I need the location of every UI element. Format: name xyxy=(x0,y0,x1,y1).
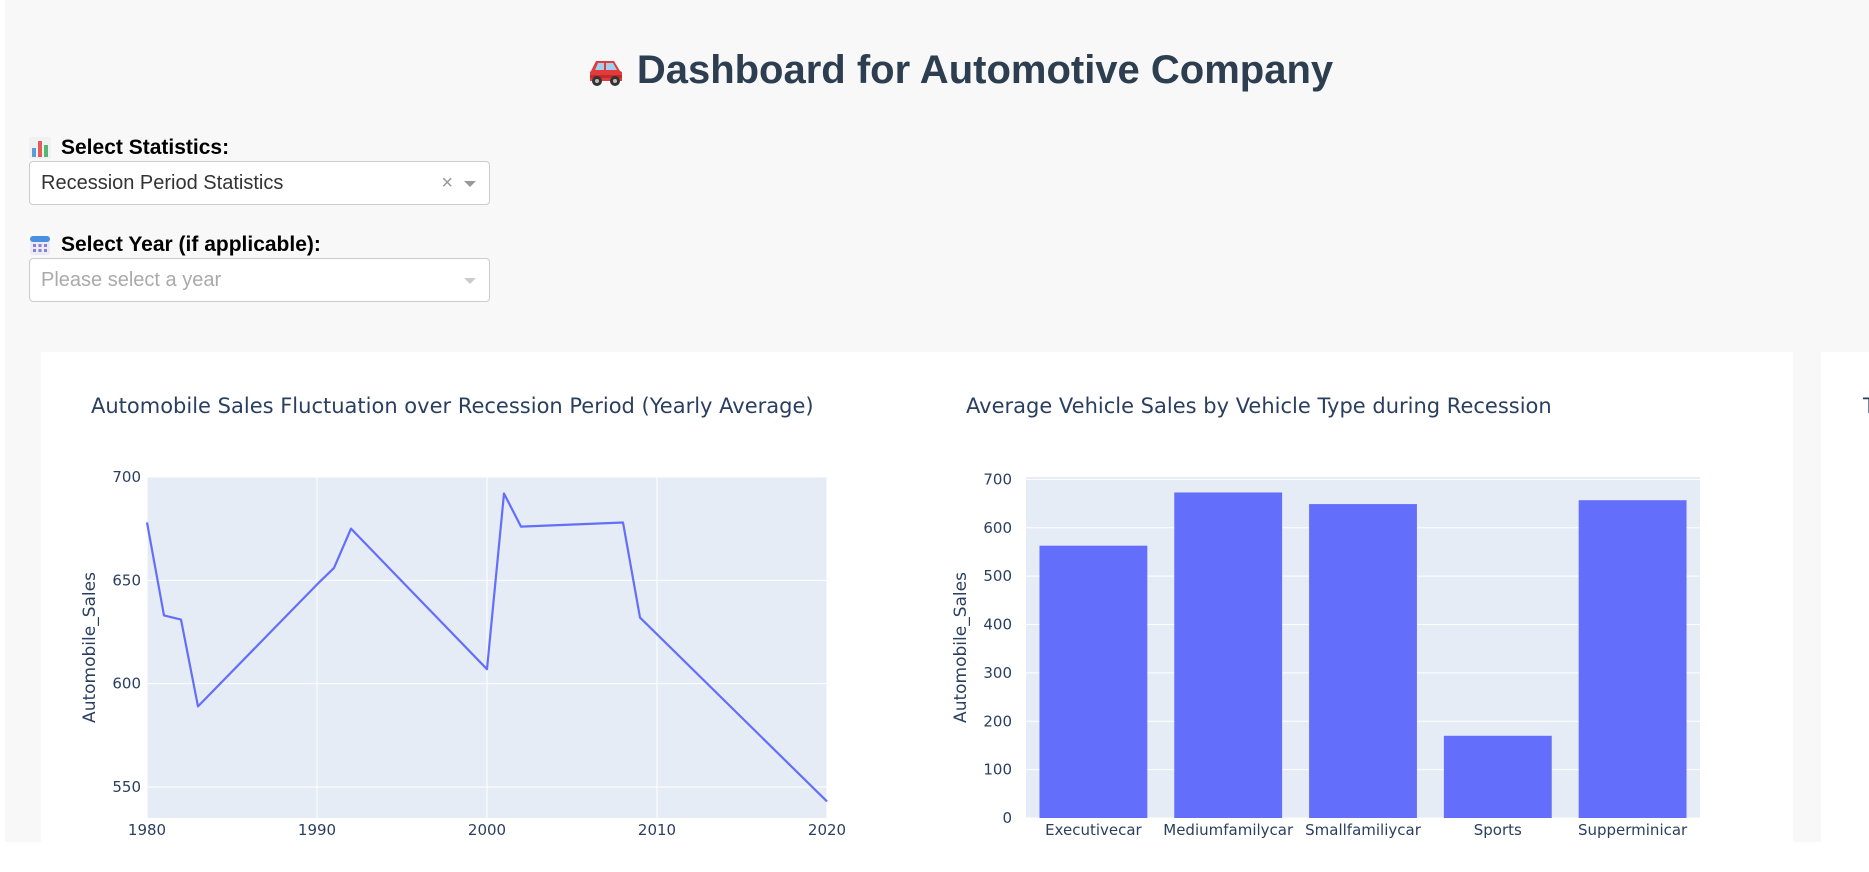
year-placeholder: Please select a year xyxy=(41,268,222,291)
bar xyxy=(1443,735,1552,818)
y-tick-label: 650 xyxy=(112,571,141,589)
x-tick-label: Smallfamiliycar xyxy=(1305,821,1422,839)
page-title-text: Dashboard for Automotive Company xyxy=(636,48,1334,92)
chevron-down-icon[interactable] xyxy=(464,181,476,187)
page-title: Dashboard for Automotive Company xyxy=(5,46,1869,98)
bar xyxy=(1578,500,1687,818)
x-tick-label: Sports xyxy=(1474,821,1522,839)
x-tick-label: Executivecar xyxy=(1045,821,1142,839)
x-tick-label: Mediumfamilycar xyxy=(1163,821,1294,839)
car-icon xyxy=(587,50,625,98)
y-tick-label: 500 xyxy=(983,567,1012,585)
line-chart-title: Automobile Sales Fluctuation over Recess… xyxy=(91,394,814,418)
calendar-icon xyxy=(29,234,51,256)
third-chart-card: T xyxy=(1821,352,1869,872)
year-label-text: Select Year (if applicable): xyxy=(61,233,321,256)
year-dropdown[interactable]: Please select a year xyxy=(29,258,490,302)
charts-card: Automobile Sales Fluctuation over Recess… xyxy=(41,352,1793,872)
x-tick-label: 1980 xyxy=(128,821,166,839)
chevron-down-icon[interactable] xyxy=(464,278,476,284)
statistics-label-text: Select Statistics: xyxy=(61,136,230,159)
y-axis-title: Automobile_Sales xyxy=(80,572,100,723)
dashboard-app: Dashboard for Automotive Company Select … xyxy=(5,0,1869,872)
line-chart: 550 600 650 700 1980 1990 2000 2010 2020 Automobi… xyxy=(80,468,846,839)
bar xyxy=(1174,492,1283,818)
x-tick-label: 1990 xyxy=(298,821,336,839)
y-tick-label: 550 xyxy=(112,778,141,796)
bar-chart-icon xyxy=(29,137,51,159)
sales-line xyxy=(145,492,828,803)
y-tick-label: 400 xyxy=(983,616,1012,634)
statistics-selected-value: Recession Period Statistics xyxy=(41,171,284,194)
y-tick-label: 600 xyxy=(112,675,141,693)
y-tick-label: 700 xyxy=(983,470,1012,488)
year-label: Select Year (if applicable): xyxy=(29,233,321,257)
statistics-label: Select Statistics: xyxy=(29,136,229,160)
bar xyxy=(1309,504,1417,818)
bar-chart: 0 100 200 300 400 500 600 700 Executivecar Medium… xyxy=(951,470,1700,839)
y-tick-label: 600 xyxy=(983,519,1012,537)
y-tick-label: 300 xyxy=(983,664,1012,682)
x-tick-label: 2000 xyxy=(468,821,506,839)
statistics-dropdown[interactable]: Recession Period Statistics × xyxy=(29,161,490,205)
x-tick-label: 2020 xyxy=(808,821,846,839)
y-tick-label: 0 xyxy=(1002,809,1012,827)
y-axis-title: Automobile_Sales xyxy=(951,572,971,723)
clear-icon[interactable]: × xyxy=(441,172,453,194)
bar-chart-title: Average Vehicle Sales by Vehicle Type du… xyxy=(966,394,1552,418)
y-tick-label: 100 xyxy=(983,761,1012,779)
y-tick-label: 200 xyxy=(983,712,1012,730)
x-tick-label: 2010 xyxy=(638,821,676,839)
x-tick-label: Supperminicar xyxy=(1578,821,1688,839)
third-chart-title: T xyxy=(1863,394,1869,418)
y-tick-label: 700 xyxy=(112,468,141,486)
bar xyxy=(1039,545,1148,818)
